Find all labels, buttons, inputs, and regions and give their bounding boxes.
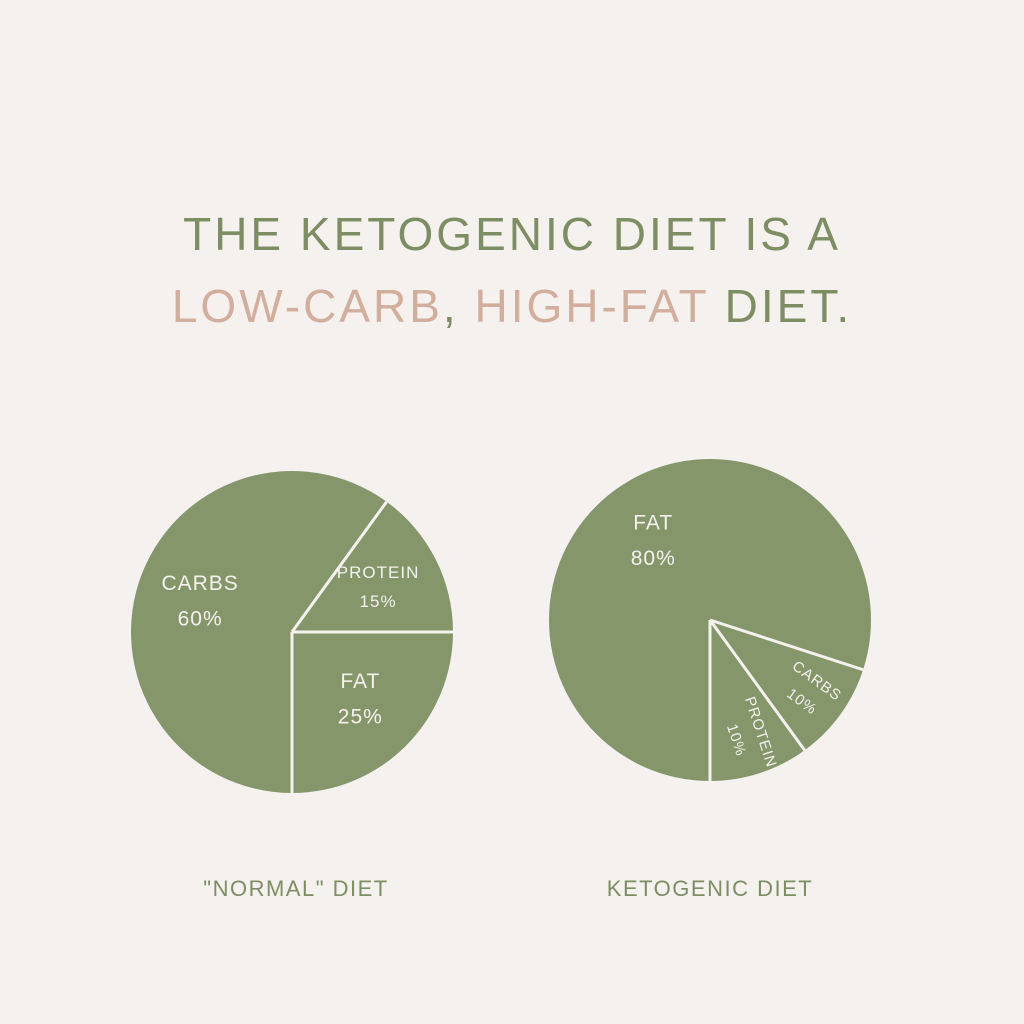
slice-divider — [709, 618, 864, 672]
slice-label: PROTEIN 15% — [337, 563, 420, 611]
chart-caption: "NORMAL" DIET — [203, 876, 388, 901]
slice-name: PROTEIN — [337, 563, 420, 582]
slice-value: 60% — [178, 608, 223, 631]
slice-label: FAT 80% — [631, 512, 676, 571]
title-line: LOW-CARB, HIGH-FAT DIET. — [172, 280, 852, 332]
slice-value: 15% — [360, 592, 397, 611]
slice-divider — [290, 500, 388, 633]
title-text: DIET. — [709, 280, 852, 332]
chart-caption: KETOGENIC DIET — [607, 876, 813, 901]
pie-slice — [292, 632, 453, 793]
pie-slice — [131, 471, 387, 793]
slice-value: 25% — [338, 706, 383, 729]
pie-slice — [292, 501, 453, 632]
slice-label: FAT 25% — [338, 670, 383, 729]
slice-name: FAT — [340, 670, 380, 693]
charts: CARBS 60% PROTEIN 15% FAT 25% "NORMAL" DIET FAT… — [131, 458, 871, 901]
slice-name: CARBS — [161, 572, 238, 595]
slice-name: FAT — [633, 512, 673, 535]
title-highlight: LOW-CARB — [172, 280, 443, 332]
slice-label: CARBS 60% — [161, 572, 238, 631]
pie-slice — [710, 620, 864, 751]
title-highlight: HIGH-FAT — [474, 280, 708, 332]
slice-value: 80% — [631, 547, 676, 570]
title-line: THE KETOGENIC DIET IS A — [183, 208, 841, 260]
title-text: , — [443, 280, 475, 332]
pie-slice — [710, 620, 805, 781]
slice-divider — [708, 619, 806, 752]
